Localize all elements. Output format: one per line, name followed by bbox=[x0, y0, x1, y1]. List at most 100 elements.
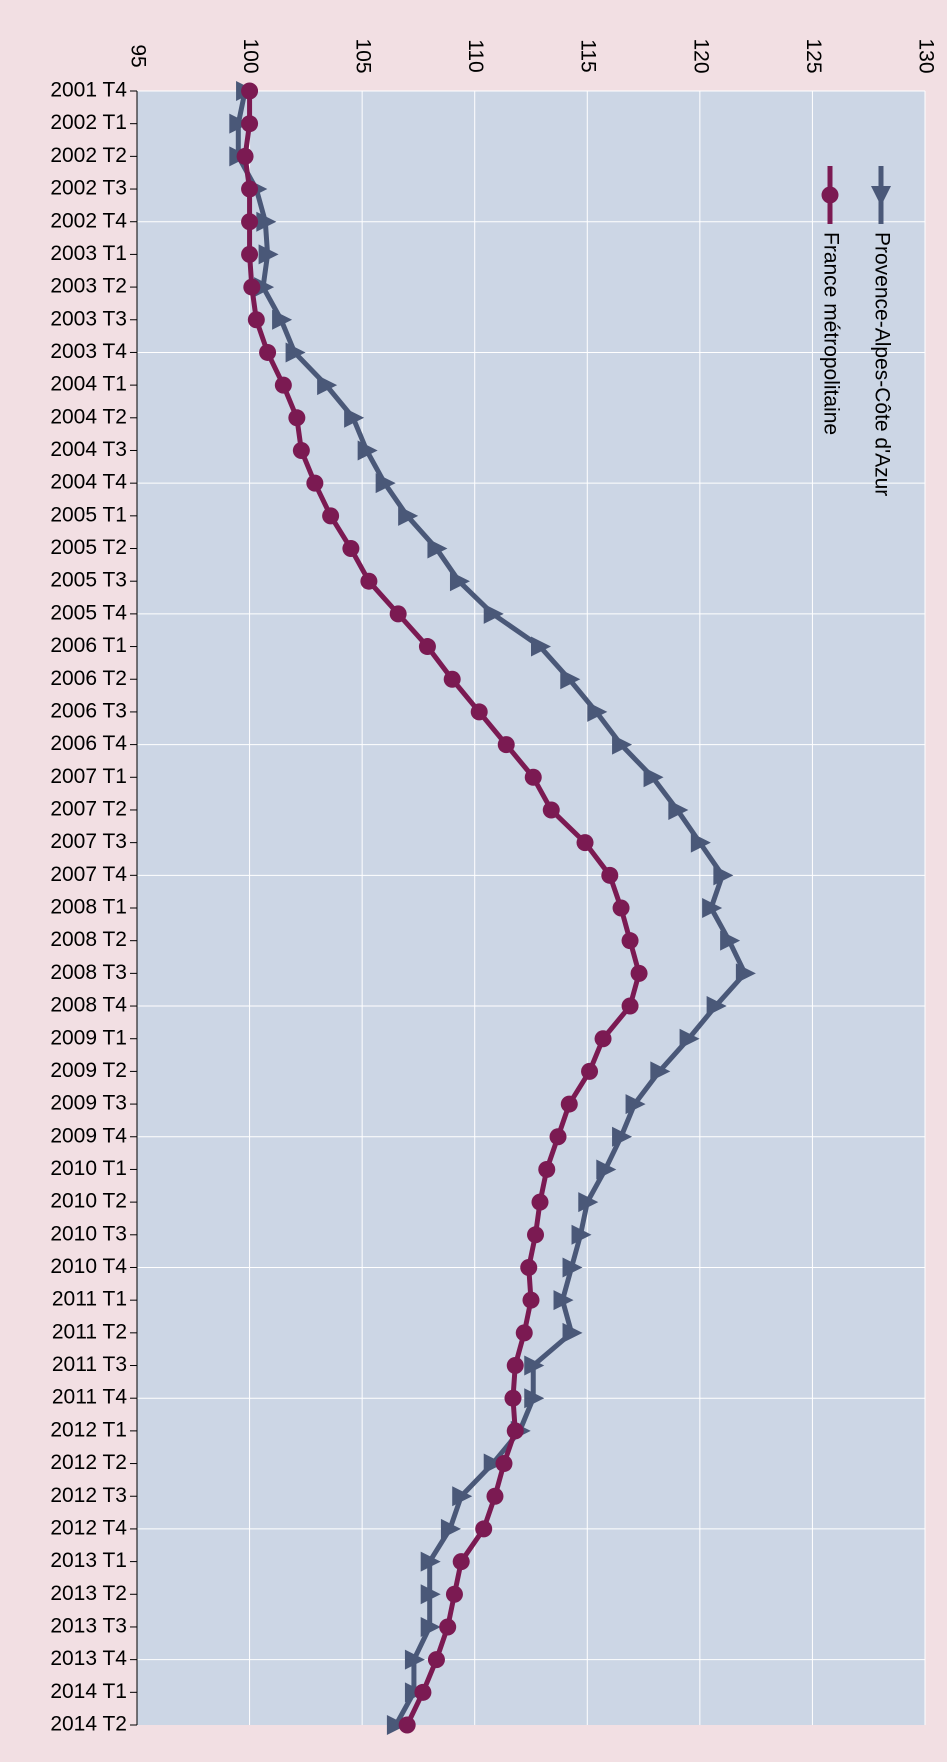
data-point bbox=[274, 376, 292, 394]
x-tick-label: 2003 T4 bbox=[50, 340, 127, 363]
data-point bbox=[272, 309, 293, 330]
data-point bbox=[452, 1553, 470, 1571]
x-tick-label: 2010 T4 bbox=[50, 1255, 127, 1278]
data-point bbox=[418, 638, 436, 656]
data-point bbox=[571, 1224, 592, 1245]
data-point bbox=[375, 473, 396, 494]
legend-label: Provence-Alpes-Côte d'Azur bbox=[870, 232, 893, 496]
data-point bbox=[520, 1258, 538, 1276]
data-point bbox=[538, 1160, 556, 1178]
data-point bbox=[259, 343, 277, 361]
data-point bbox=[668, 799, 689, 820]
data-point bbox=[420, 1551, 441, 1572]
data-point bbox=[504, 1389, 522, 1407]
x-tick-label: 2013 T3 bbox=[50, 1615, 127, 1638]
y-tick-label: 130 bbox=[914, 38, 937, 73]
x-tick-label: 2012 T2 bbox=[50, 1451, 127, 1474]
x-tick-label: 2008 T3 bbox=[50, 961, 127, 984]
data-point bbox=[420, 1616, 441, 1637]
data-point bbox=[643, 767, 664, 788]
y-tick-label: 95 bbox=[126, 44, 149, 67]
data-point bbox=[581, 1062, 599, 1080]
plot-area bbox=[137, 91, 925, 1725]
data-point bbox=[515, 1324, 533, 1342]
data-point bbox=[439, 1618, 457, 1636]
data-point bbox=[531, 1193, 549, 1211]
y-tick-label: 120 bbox=[689, 38, 712, 73]
y-tick-label: 110 bbox=[464, 39, 487, 72]
data-point bbox=[702, 898, 723, 918]
x-tick-label: 2007 T3 bbox=[50, 830, 127, 853]
data-point bbox=[625, 1094, 646, 1115]
legend-marker bbox=[821, 186, 839, 204]
x-tick-label: 2003 T3 bbox=[50, 307, 127, 330]
data-point bbox=[506, 1422, 524, 1440]
data-point bbox=[427, 538, 448, 559]
data-point bbox=[560, 1095, 578, 1113]
x-tick-label: 2005 T2 bbox=[50, 536, 127, 559]
x-tick-label: 2005 T1 bbox=[50, 503, 127, 526]
x-tick-label: 2005 T3 bbox=[50, 569, 127, 592]
x-tick-label: 2004 T1 bbox=[50, 373, 127, 396]
data-point bbox=[713, 865, 734, 886]
x-tick-label: 2012 T1 bbox=[50, 1418, 127, 1441]
data-point bbox=[524, 768, 542, 786]
data-point bbox=[420, 1584, 441, 1605]
legend-marker bbox=[871, 186, 891, 206]
data-point bbox=[562, 1322, 583, 1343]
data-point bbox=[247, 311, 265, 329]
data-point bbox=[612, 734, 633, 755]
data-point bbox=[389, 605, 407, 623]
x-tick-label: 2006 T4 bbox=[50, 732, 127, 755]
data-point bbox=[360, 572, 378, 590]
data-point bbox=[594, 1030, 612, 1048]
x-tick-label: 2011 T4 bbox=[52, 1386, 127, 1409]
x-tick-label: 2002 T2 bbox=[50, 144, 127, 167]
data-point bbox=[288, 409, 306, 427]
x-tick-label: 2002 T3 bbox=[50, 177, 127, 200]
x-tick-label: 2009 T1 bbox=[50, 1026, 127, 1049]
x-tick-label: 2010 T3 bbox=[50, 1222, 127, 1245]
data-point bbox=[342, 540, 360, 558]
data-point bbox=[357, 440, 378, 461]
data-point bbox=[542, 801, 560, 819]
data-point bbox=[576, 834, 594, 852]
x-tick-label: 2008 T4 bbox=[50, 994, 127, 1017]
x-tick-label: 2001 T4 bbox=[50, 79, 127, 102]
data-point bbox=[470, 703, 488, 721]
data-point bbox=[241, 180, 259, 198]
data-point bbox=[524, 1355, 545, 1376]
data-point bbox=[483, 1453, 504, 1474]
x-tick-label: 2014 T2 bbox=[50, 1713, 127, 1736]
data-point bbox=[404, 1649, 425, 1670]
data-point bbox=[650, 1061, 671, 1082]
x-tick-label: 2007 T2 bbox=[50, 798, 127, 821]
x-tick-label: 2003 T1 bbox=[50, 242, 127, 265]
x-tick-label: 2007 T4 bbox=[50, 863, 127, 886]
x-tick-label: 2013 T4 bbox=[50, 1647, 127, 1670]
data-point bbox=[612, 1126, 633, 1147]
x-tick-label: 2002 T1 bbox=[50, 111, 127, 134]
data-point bbox=[483, 603, 504, 624]
data-point bbox=[254, 277, 275, 298]
x-tick-label: 2006 T2 bbox=[50, 667, 127, 690]
data-point bbox=[229, 113, 250, 134]
x-tick-label: 2013 T1 bbox=[50, 1549, 127, 1572]
data-point bbox=[553, 1290, 574, 1311]
data-point bbox=[560, 669, 581, 690]
x-tick-label: 2003 T2 bbox=[50, 275, 127, 298]
data-point bbox=[612, 899, 630, 917]
x-tick-label: 2009 T4 bbox=[50, 1124, 127, 1147]
x-tick-label: 2011 T3 bbox=[52, 1353, 127, 1376]
x-tick-label: 2013 T2 bbox=[50, 1582, 127, 1605]
data-point bbox=[497, 736, 515, 754]
x-tick-label: 2002 T4 bbox=[50, 209, 127, 232]
data-point bbox=[531, 636, 552, 657]
data-point bbox=[414, 1683, 432, 1701]
x-tick-label: 2008 T1 bbox=[50, 896, 127, 919]
data-point bbox=[317, 375, 338, 396]
x-tick-label: 2014 T1 bbox=[50, 1680, 127, 1703]
legend-label: France métropolitaine bbox=[819, 232, 842, 435]
data-point bbox=[495, 1455, 513, 1473]
